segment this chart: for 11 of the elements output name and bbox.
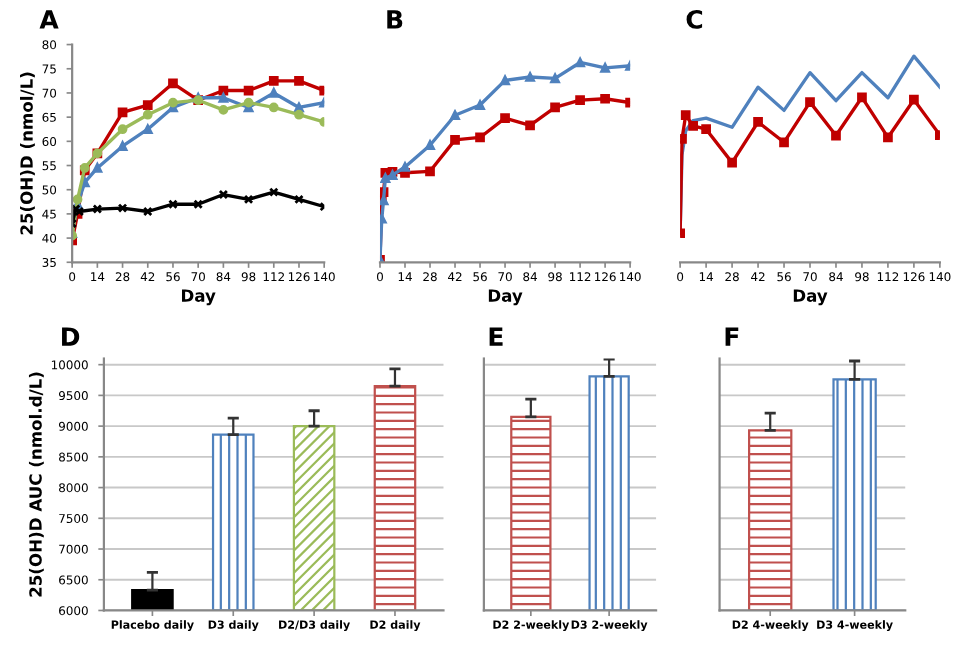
chart-title: A xyxy=(39,10,59,29)
chart-title: C xyxy=(686,9,703,29)
x-axis-title: Day xyxy=(793,289,828,306)
chart-title: B xyxy=(387,10,403,29)
y-axis-title: 25(OH)D (nmol/L) xyxy=(19,72,35,235)
chart-title: D xyxy=(62,327,80,346)
chart-title: E xyxy=(489,327,503,346)
y-axis-title: 25(OH)D AUC (nmol.d/L) xyxy=(28,372,44,597)
x-axis-title: Day xyxy=(181,289,216,306)
chart-title: F xyxy=(725,327,739,346)
x-axis-title: Day xyxy=(488,289,523,306)
